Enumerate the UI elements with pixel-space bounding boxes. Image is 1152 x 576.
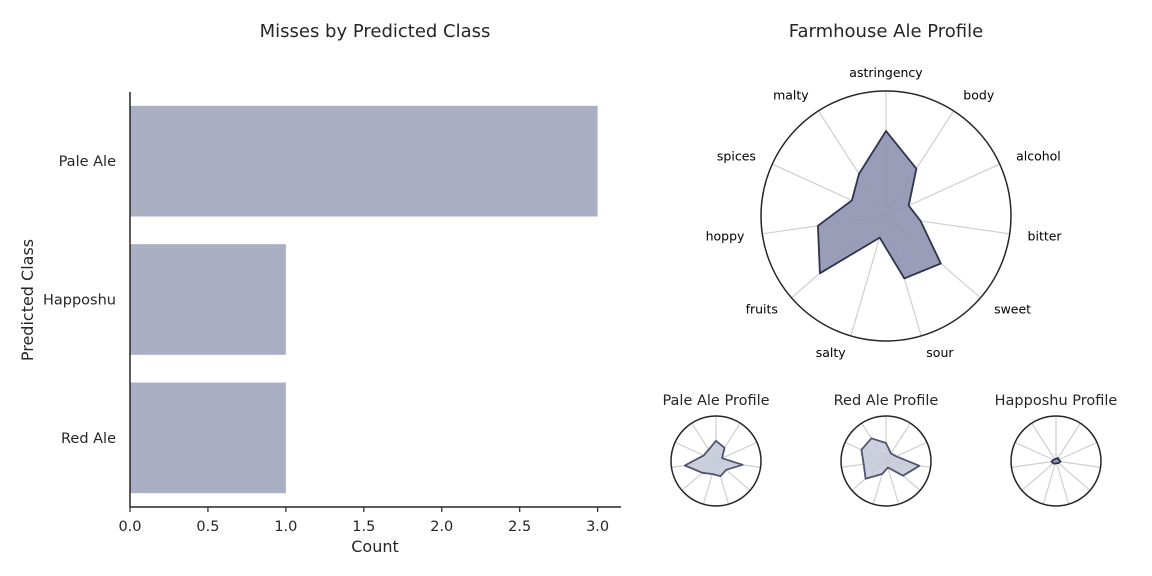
radar-spoke: [1042, 460, 1057, 505]
radar-spoke: [1055, 422, 1081, 462]
radar-axis-label-sweet: sweet: [994, 302, 1031, 317]
radar-axis-label-body: body: [963, 88, 995, 103]
x-axis-label: Count: [351, 537, 399, 556]
radar-title-pale-ale: Pale Ale Profile: [662, 393, 769, 409]
radar-axis-label-astringency: astringency: [849, 65, 923, 80]
radar-spoke: [1031, 422, 1057, 462]
radar-spoke: [1014, 441, 1057, 462]
y-tick-label-red-ale: Red Ale: [61, 431, 116, 447]
radar-axis-label-spices: spices: [717, 149, 756, 164]
x-tick-label: 2.5: [508, 519, 531, 535]
bars: [130, 105, 598, 494]
radar-spoke: [1011, 460, 1057, 468]
radar-axis-label-sour: sour: [926, 345, 954, 360]
radar-polygon: [1050, 457, 1062, 465]
y-ticks: Pale Ale Happoshu Red Ale: [43, 154, 116, 447]
radar-spoke: [1055, 441, 1098, 462]
y-axis-label: Predicted Class: [18, 239, 37, 361]
radar-spoke: [1021, 460, 1057, 491]
radar-outline: [670, 415, 762, 507]
radar-axis-label-hoppy: hoppy: [706, 228, 745, 243]
radar-title-happoshu: Happoshu Profile: [995, 393, 1118, 409]
y-tick-label-happoshu: Happoshu: [43, 293, 116, 309]
x-tick-label: 3.0: [586, 519, 609, 535]
radar-outline: [840, 415, 932, 507]
radar-chart-pale-ale: Pale Ale Profile: [662, 393, 770, 507]
radar-outline: [760, 90, 1012, 342]
x-tick-label: 2.0: [430, 519, 453, 535]
radar-spoke: [1055, 460, 1101, 468]
radar-chart-red-ale: Red Ale Profile: [834, 393, 939, 507]
bar-chart-title: Misses by Predicted Class: [260, 21, 491, 42]
x-tick-label: 1.5: [352, 519, 375, 535]
x-tick-label: 1.0: [274, 519, 297, 535]
bar-pale-ale: [130, 105, 598, 217]
radar-axis-label-salty: salty: [816, 345, 847, 360]
radar-spoke: [1055, 460, 1070, 505]
radar-outline: [1010, 415, 1102, 507]
radar-chart-happoshu: Happoshu Profile: [995, 393, 1118, 507]
radar-spoke: [1055, 460, 1091, 491]
radar-polygon: [683, 439, 744, 478]
radar-axis-label-alcohol: alcohol: [1016, 149, 1061, 164]
bar-red-ale: [130, 382, 286, 494]
radar-polygon: [860, 437, 921, 480]
radar-title-red-ale: Red Ale Profile: [834, 393, 939, 409]
radar-axis-label-fruits: fruits: [746, 302, 778, 317]
bar-chart: Misses by Predicted Class 0.0 0.5 1.0 1.5 2.…: [18, 21, 621, 556]
radar-polygon: [817, 130, 942, 280]
radar-axis-label-bitter: bitter: [1028, 228, 1063, 243]
bar-happoshu: [130, 244, 286, 355]
x-tick-label: 0.5: [196, 519, 219, 535]
radar-title-farmhouse-ale: Farmhouse Ale Profile: [789, 21, 983, 42]
x-tick-label: 0.0: [118, 519, 141, 535]
radar-axis-label-malty: malty: [773, 88, 809, 103]
y-tick-label-pale-ale: Pale Ale: [59, 154, 116, 170]
radar-chart-farmhouse-ale: Farmhouse Ale Profile astringency body alc…: [706, 21, 1063, 360]
x-ticks: 0.0 0.5 1.0 1.5 2.0 2.5 3.0: [118, 507, 609, 535]
